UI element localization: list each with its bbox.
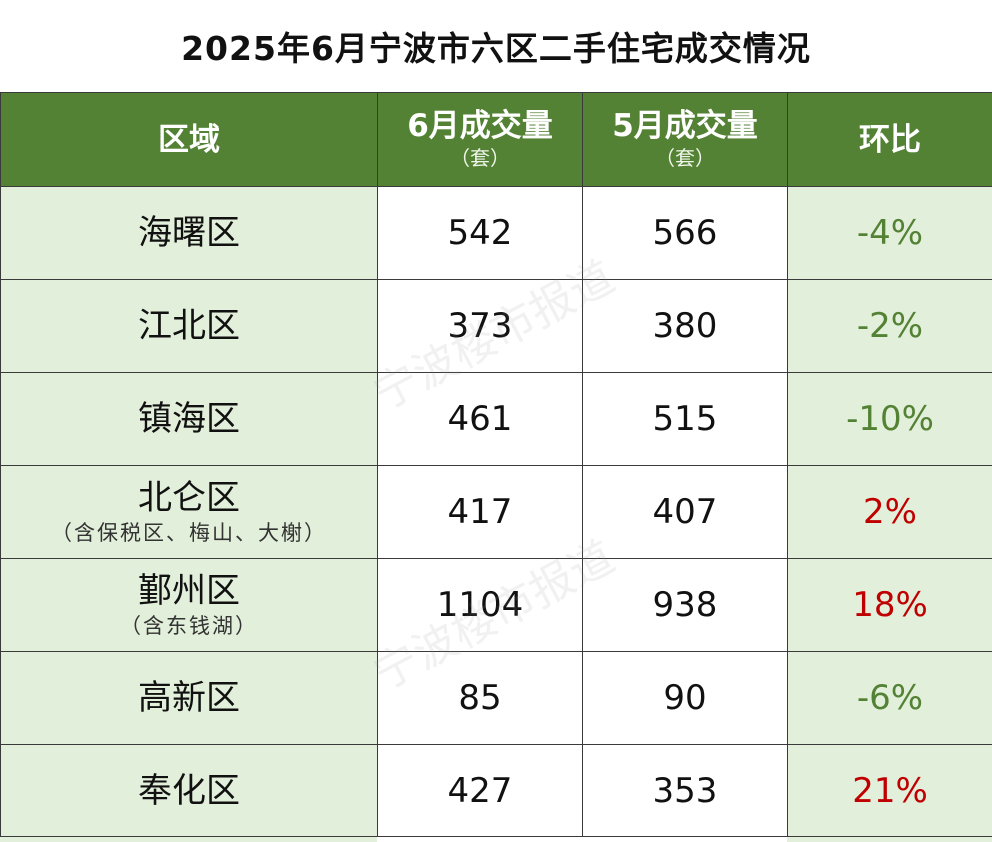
june-volume-cell: 373 bbox=[377, 279, 583, 373]
table-row: 高新区 85 90 -6% bbox=[0, 651, 992, 745]
change-cell: 21% bbox=[787, 744, 992, 838]
may-volume-cell: 90 bbox=[582, 651, 788, 745]
change-cell: -2% bbox=[787, 279, 992, 373]
change-cell: -6% bbox=[787, 651, 992, 745]
june-volume-cell: 542 bbox=[377, 186, 583, 280]
table-row: 海曙区 542 566 -4% bbox=[0, 186, 992, 280]
may-volume-cell: 566 bbox=[582, 186, 788, 280]
table-row: 江北区 373 380 -2% bbox=[0, 279, 992, 373]
header-row: 区域 6月成交量 （套） 5月成交量 （套） 环比 bbox=[0, 92, 992, 187]
june-volume-cell: 417 bbox=[377, 465, 583, 559]
june-volume-cell: 1104 bbox=[377, 558, 583, 652]
may-volume-cell: 938 bbox=[582, 558, 788, 652]
table-row: 鄞州区 （含东钱湖） 1104 938 18% bbox=[0, 558, 992, 652]
table-row: 镇海区 461 515 -10% bbox=[0, 372, 992, 466]
header-region: 区域 bbox=[0, 92, 378, 187]
may-volume-cell: 515 bbox=[582, 372, 788, 466]
region-cell: 北仑区 （含保税区、梅山、大榭） bbox=[0, 465, 378, 559]
next-row-edge bbox=[0, 836, 992, 842]
header-june: 6月成交量 （套） bbox=[377, 92, 583, 187]
region-cell: 奉化区 bbox=[0, 744, 378, 838]
table-row: 北仑区 （含保税区、梅山、大榭） 417 407 2% bbox=[0, 465, 992, 559]
region-note: （含东钱湖） bbox=[120, 614, 258, 638]
region-cell: 鄞州区 （含东钱湖） bbox=[0, 558, 378, 652]
june-volume-cell: 461 bbox=[377, 372, 583, 466]
region-cell: 江北区 bbox=[0, 279, 378, 373]
region-cell: 镇海区 bbox=[0, 372, 378, 466]
region-cell: 海曙区 bbox=[0, 186, 378, 280]
table-row: 奉化区 427 353 21% bbox=[0, 744, 992, 838]
june-volume-cell: 427 bbox=[377, 744, 583, 838]
may-volume-cell: 380 bbox=[582, 279, 788, 373]
region-cell: 高新区 bbox=[0, 651, 378, 745]
change-cell: 18% bbox=[787, 558, 992, 652]
change-cell: -10% bbox=[787, 372, 992, 466]
header-may: 5月成交量 （套） bbox=[582, 92, 788, 187]
june-volume-cell: 85 bbox=[377, 651, 583, 745]
table-title: 2025年6月宁波市六区二手住宅成交情况 bbox=[181, 29, 811, 68]
header-change: 环比 bbox=[787, 92, 992, 187]
may-volume-cell: 353 bbox=[582, 744, 788, 838]
transaction-table: 区域 6月成交量 （套） 5月成交量 （套） 环比 海曙区 542 566 -4… bbox=[0, 92, 992, 838]
change-cell: 2% bbox=[787, 465, 992, 559]
region-note: （含保税区、梅山、大榭） bbox=[51, 521, 327, 545]
change-cell: -4% bbox=[787, 186, 992, 280]
may-volume-cell: 407 bbox=[582, 465, 788, 559]
